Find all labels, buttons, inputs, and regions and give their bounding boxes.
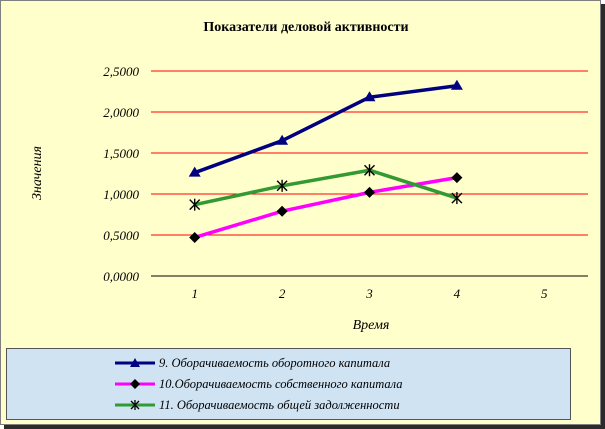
y-axis-ticks: 0,0000 0,5000 1,0000 1,5000 2,0000 2,5000 <box>103 64 139 284</box>
chart-title: Показатели деловой активности <box>203 20 408 35</box>
legend-entry-series-10: 10.Оборачиваемость собственного капитала <box>115 374 402 394</box>
data-point <box>276 179 288 192</box>
series-1 <box>188 79 463 177</box>
y-axis-label: Значения <box>30 146 45 200</box>
series-line <box>194 168 458 207</box>
data-point <box>363 91 376 102</box>
data-point <box>276 205 288 217</box>
y-tick-label: 1,0000 <box>103 187 139 202</box>
chart-legend: 9. Оборачиваемость оборотного капитала 1… <box>6 348 571 420</box>
x-tick-label: 4 <box>454 286 461 301</box>
y-tick-label: 0,0000 <box>103 269 139 284</box>
series-2 <box>189 172 463 243</box>
line-chart: Показатели деловой активности 0,0000 0,50… <box>30 20 588 333</box>
x-tick-label: 3 <box>365 286 373 301</box>
y-tick-label: 1,5000 <box>103 146 139 161</box>
legend-label: 11. Оборачиваемость общей задолженности <box>159 397 400 412</box>
legend-swatch-star <box>115 400 155 410</box>
y-tick-label: 0,5000 <box>103 228 139 243</box>
legend-swatch-diamond <box>115 379 155 389</box>
data-point <box>189 198 201 211</box>
data-point <box>451 192 463 205</box>
data-point <box>188 166 201 177</box>
x-axis-label: Время <box>353 318 390 333</box>
data-point <box>276 134 289 145</box>
legend-entry-series-9: 9. Оборачиваемость оборотного капитала <box>115 353 390 373</box>
series-lines <box>188 79 463 243</box>
data-point <box>364 186 375 198</box>
data-point <box>189 231 201 243</box>
legend-label: 10.Оборачиваемость собственного капитала <box>159 376 403 391</box>
series-line <box>194 84 458 175</box>
y-tick-label: 2,5000 <box>103 64 139 79</box>
legend-entry-series-11: 11. Оборачиваемость общей задолженности <box>115 395 400 415</box>
series-3 <box>189 164 463 211</box>
data-point <box>364 164 375 177</box>
x-tick-label: 2 <box>279 286 286 301</box>
x-tick-label: 1 <box>191 286 198 301</box>
legend-swatch-triangle <box>115 358 155 367</box>
data-point <box>450 79 463 90</box>
x-tick-label: 5 <box>541 286 548 301</box>
legend-label: 9. Оборачиваемость оборотного капитала <box>159 355 391 370</box>
data-point <box>451 172 463 184</box>
y-tick-label: 2,0000 <box>103 105 139 120</box>
x-axis-ticks: 1 2 3 4 5 <box>191 286 548 301</box>
